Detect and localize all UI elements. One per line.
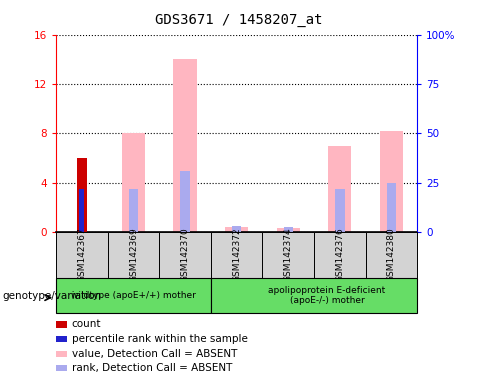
Bar [380,131,403,232]
Text: GSM142372: GSM142372 [232,227,241,282]
Text: GSM142367: GSM142367 [78,227,86,282]
Bar [387,183,396,232]
Text: apolipoprotein E-deficient
(apoE-/-) mother: apolipoprotein E-deficient (apoE-/-) mot… [268,286,386,305]
Bar [225,227,248,232]
Bar [328,146,351,232]
Bar [314,232,366,278]
Text: value, Detection Call = ABSENT: value, Detection Call = ABSENT [72,349,237,359]
Bar [335,189,345,232]
Bar [108,232,159,278]
Text: percentile rank within the sample: percentile rank within the sample [72,334,247,344]
Text: GSM142376: GSM142376 [335,227,345,282]
Text: GSM142374: GSM142374 [284,227,293,282]
Bar [366,232,417,278]
Bar [159,232,211,278]
Text: rank, Detection Call = ABSENT: rank, Detection Call = ABSENT [72,363,232,373]
Bar [232,226,242,232]
Text: count: count [72,319,101,329]
Bar [181,170,190,232]
Bar [56,232,108,278]
Text: GDS3671 / 1458207_at: GDS3671 / 1458207_at [155,13,323,27]
Bar [77,158,86,232]
Bar [80,189,84,232]
Bar [211,278,417,313]
Text: wildtype (apoE+/+) mother: wildtype (apoE+/+) mother [71,291,196,300]
Bar [263,232,314,278]
Bar [284,227,293,232]
Bar [56,278,211,313]
Bar [129,189,138,232]
Bar [211,232,263,278]
Text: GSM142370: GSM142370 [181,227,190,282]
Text: GSM142380: GSM142380 [387,227,396,282]
Text: genotype/variation: genotype/variation [2,291,102,301]
Bar [122,134,145,232]
Text: GSM142369: GSM142369 [129,227,138,282]
Bar [174,59,197,232]
Bar [277,228,300,232]
